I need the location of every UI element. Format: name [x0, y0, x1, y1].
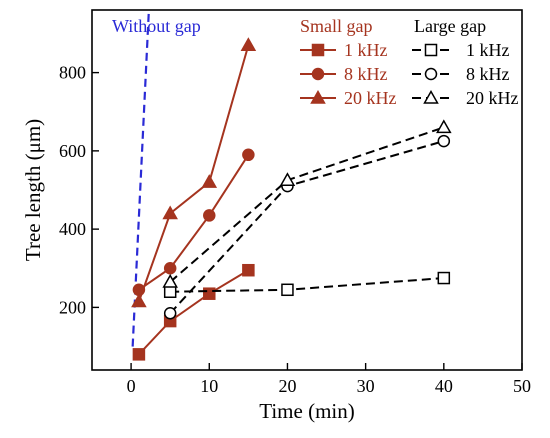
series-large-circle-line [169, 140, 445, 314]
series-large-circle-point [163, 307, 177, 320]
legend-label: 20 kHz [466, 88, 519, 108]
series-small-square [132, 263, 255, 361]
series-small-triangle-point [131, 293, 147, 308]
series-small-triangle-point [201, 174, 218, 188]
legend-label: 8 kHz [466, 64, 510, 84]
series-large-square-point [437, 271, 451, 285]
series-group [131, 37, 452, 361]
y-axis-label: Tree length (μm) [21, 119, 45, 261]
legend-marker [311, 67, 325, 81]
legend-marker [310, 89, 326, 104]
series-small-square-line [138, 269, 249, 356]
series-large-circle-point [437, 134, 451, 148]
series-small-square-point [242, 263, 255, 277]
legend-marker [311, 43, 325, 57]
legend-entry-small-triangle: 20 kHz [300, 88, 397, 108]
axis-ticks: 0 10 20 30 40 50 200 400 600 800 [59, 63, 531, 396]
legend-small-gap-title: Small gap [300, 16, 373, 36]
legend-marker [424, 67, 438, 81]
series-large-triangle-line [169, 126, 445, 283]
legend-entry-large-square: 1 kHz [412, 40, 510, 60]
series-small-square-point [132, 348, 146, 361]
y-tick-label: 400 [59, 219, 86, 239]
series-large-triangle-point [279, 172, 296, 186]
series-small-triangle-line [137, 44, 250, 302]
plot-border [91, 9, 523, 371]
x-tick-label: 50 [513, 376, 531, 396]
legend-entry-small-square: 1 kHz [300, 40, 388, 60]
series-large-square [163, 271, 451, 298]
x-tick-label: 30 [357, 376, 375, 396]
x-tick-label: 20 [278, 376, 296, 396]
legend-marker [424, 43, 438, 57]
series-large-square-point [281, 283, 294, 297]
x-axis-label: Time (min) [259, 399, 354, 423]
legend-entries: 1 kHz 8 kHz 20 kHz 1 kHz 8 kHz 20 kHz [300, 40, 519, 108]
legend-label: 20 kHz [344, 88, 397, 108]
y-tick-label: 800 [59, 63, 86, 83]
series-small-circle-point [203, 209, 216, 222]
x-tick-label: 40 [435, 376, 453, 396]
legend-entry-small-circle: 8 kHz [300, 64, 388, 84]
series-small-triangle-point [162, 205, 178, 220]
series-large-circle [163, 134, 451, 320]
plot-frame [91, 9, 523, 371]
series-small-triangle [131, 37, 257, 308]
series-large-triangle [162, 119, 452, 288]
x-tick-label: 10 [200, 376, 218, 396]
x-tick-label: 0 [127, 376, 136, 396]
series-large-triangle-point [162, 273, 178, 288]
legend-marker [423, 89, 439, 104]
series-large-square-point [163, 285, 177, 298]
series-small-circle [132, 148, 255, 297]
legend-label: 8 kHz [344, 64, 388, 84]
series-small-square-point [203, 287, 216, 300]
series-small-circle-point [242, 148, 255, 162]
legend-entry-large-circle: 8 kHz [412, 64, 510, 84]
legend-large-gap-title: Large gap [414, 16, 486, 36]
series-small-triangle-point [240, 37, 257, 51]
series-small-circle-line [138, 154, 250, 291]
y-tick-label: 200 [59, 297, 86, 317]
series-large-triangle-point [436, 119, 452, 134]
series-small-circle-point [163, 262, 177, 275]
legend-label: 1 kHz [466, 40, 510, 60]
y-tick-label: 600 [59, 141, 86, 161]
without-gap-label: Without gap [112, 16, 201, 36]
legend-entry-large-triangle: 20 kHz [412, 88, 519, 108]
legend-label: 1 kHz [344, 40, 388, 60]
